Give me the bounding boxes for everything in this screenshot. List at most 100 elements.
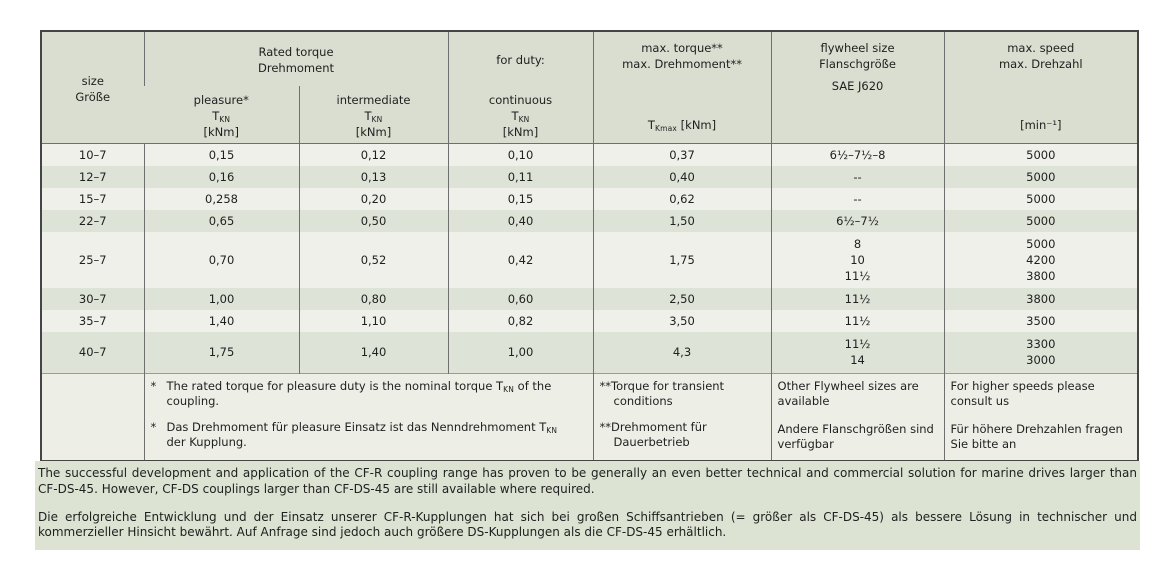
- torque-symbol: TKN: [511, 108, 530, 124]
- table-row: 15–7 0,258 0,20 0,15 0,62 -- 5000: [41, 187, 1139, 210]
- cell-intermediate: 1,10: [298, 309, 449, 332]
- cell-intermediate: 0,20: [298, 187, 449, 210]
- table-row: 30–7 1,00 0,80 0,60 2,50 11½ 3800: [41, 287, 1139, 310]
- cell-flywheel: 11½: [770, 287, 945, 310]
- cell-speed: 5000: [943, 187, 1139, 210]
- cell-flywheel: 8 10 11½: [770, 231, 945, 288]
- flywheel-label-de: Flanschgröße: [819, 57, 896, 71]
- cell-intermediate: 0,12: [298, 143, 449, 166]
- header-row-main: size Größe Rated torque Drehmoment for d…: [41, 31, 1139, 144]
- footnote-cell-flywheel: Other Flywheel sizes are available Ander…: [770, 373, 945, 461]
- cell-size: 25–7: [41, 231, 144, 288]
- cell-speed: 5000: [943, 143, 1139, 166]
- cell-pleasure: 0,15: [143, 143, 299, 166]
- cell-max-torque: 1,50: [592, 209, 772, 232]
- cell-speed: 5000: [943, 165, 1139, 188]
- table-row: 25–7 0,70 0,52 0,42 1,75 8 10 11½ 5000 4…: [41, 231, 1139, 288]
- note-paragraph-de: Die erfolgreiche Entwicklung und der Ein…: [38, 509, 1137, 540]
- footnote-row: * The rated torque for pleasure duty is …: [41, 373, 1139, 461]
- header-row-sub: pleasure* TKN [kNm] intermediate TKN [kN…: [41, 86, 1138, 144]
- cell-continuous: 0,42: [447, 231, 594, 288]
- cell-size: 40–7: [41, 331, 144, 374]
- cell-max-torque: 2,50: [592, 287, 772, 310]
- cell-size: 30–7: [41, 287, 144, 310]
- pleasure-label: pleasure*: [193, 92, 249, 107]
- cell-continuous: 0,11: [447, 165, 594, 188]
- size-label-de: Größe: [75, 89, 111, 104]
- table-row: 35–7 1,40 1,10 0,82 3,50 11½ 3500: [41, 309, 1139, 332]
- coupling-spec-table-wrap: size Größe Rated torque Drehmoment for d…: [40, 30, 1140, 462]
- table-row: 10–7 0,15 0,12 0,10 0,37 6½–7½–8 5000: [41, 143, 1139, 166]
- cell-size: 22–7: [41, 209, 144, 232]
- continuous-label: continuous: [488, 92, 553, 107]
- cell-size: 10–7: [41, 143, 144, 166]
- cell-max-torque: 0,37: [592, 143, 772, 166]
- size-label-en: size: [81, 73, 104, 88]
- torque-unit-label: [kNm]: [203, 124, 239, 139]
- col-header-rated-torque: Rated torque Drehmoment: [143, 31, 449, 86]
- for-duty-label: for duty:: [496, 53, 545, 67]
- torque-symbol: TKN: [364, 108, 383, 124]
- table-row: 40–7 1,75 1,40 1,00 4,3 11½ 14 3300 3000: [41, 331, 1139, 374]
- intermediate-label: intermediate: [336, 92, 411, 107]
- col-subheader-continuous: continuous TKN [kNm]: [447, 86, 594, 144]
- max-speed-label-en: max. speed: [1007, 41, 1075, 55]
- col-header-max-speed: max. speed max. Drehzahl [min⁻¹]: [943, 31, 1139, 144]
- table-row: 22–7 0,65 0,50 0,40 1,50 6½–7½ 5000: [41, 209, 1139, 232]
- max-speed-unit-label: [min⁻¹]: [1020, 118, 1062, 132]
- cell-continuous: 0,15: [447, 187, 594, 210]
- flywheel-label-en: flywheel size: [820, 41, 895, 55]
- max-torque-symbol: TKmax [kNm]: [647, 118, 717, 133]
- flywheel-standard-label: SAE J620: [831, 79, 884, 93]
- cell-speed: 5000: [943, 209, 1139, 232]
- footnote-cell-rated-torque: * The rated torque for pleasure duty is …: [143, 373, 594, 461]
- col-subheader-intermediate: intermediate TKN [kNm]: [298, 86, 449, 144]
- cell-continuous: 0,10: [447, 143, 594, 166]
- cell-pleasure: 1,40: [143, 309, 299, 332]
- footnote-max-torque-en: **Torque for transient conditions: [599, 379, 725, 408]
- cell-flywheel: --: [770, 165, 945, 188]
- table-body: 10–7 0,15 0,12 0,10 0,37 6½–7½–8 5000 12…: [41, 143, 1139, 461]
- cell-intermediate: 0,13: [298, 165, 449, 188]
- cell-continuous: 1,00: [447, 331, 594, 374]
- cell-size: 12–7: [41, 165, 144, 188]
- cell-max-torque: 0,40: [592, 165, 772, 188]
- cell-flywheel: --: [770, 187, 945, 210]
- rated-torque-label-de: Drehmoment: [258, 61, 335, 75]
- cell-max-torque: 3,50: [592, 309, 772, 332]
- cell-flywheel: 11½: [770, 309, 945, 332]
- coupling-spec-table: size Größe Rated torque Drehmoment for d…: [40, 30, 1140, 462]
- cell-speed: 3300 3000: [943, 331, 1139, 374]
- cell-continuous: 0,40: [447, 209, 594, 232]
- cell-pleasure: 0,258: [143, 187, 299, 210]
- cell-size: 35–7: [41, 309, 144, 332]
- note-paragraph-en: The successful development and applicati…: [38, 466, 1137, 496]
- col-header-flywheel: flywheel size Flanschgröße SAE J620: [770, 31, 945, 144]
- table-header: size Größe Rated torque Drehmoment for d…: [41, 31, 1139, 144]
- footnote-max-torque-de: **Drehmoment für Dauerbetrieb: [599, 420, 707, 449]
- col-header-size: size Größe: [41, 31, 144, 144]
- footnote-cell-empty: [41, 373, 144, 461]
- cell-pleasure: 1,00: [143, 287, 299, 310]
- cell-flywheel: 6½–7½–8: [770, 143, 945, 166]
- cell-speed: 5000 4200 3800: [943, 231, 1139, 288]
- col-subheader-pleasure: pleasure* TKN [kNm]: [144, 86, 299, 144]
- cell-intermediate: 0,80: [298, 287, 449, 310]
- cell-flywheel: 11½ 14: [770, 331, 945, 374]
- max-torque-label-de: max. Drehmoment**: [622, 57, 742, 71]
- footnote-cell-max-speed: For higher speeds please consult us Für …: [943, 373, 1139, 461]
- table-row: 12–7 0,16 0,13 0,11 0,40 -- 5000: [41, 165, 1139, 188]
- notes-block: The successful development and applicati…: [35, 461, 1140, 551]
- cell-size: 15–7: [41, 187, 144, 210]
- cell-intermediate: 1,40: [298, 331, 449, 374]
- cell-flywheel: 6½–7½: [770, 209, 945, 232]
- max-torque-label-en: max. torque**: [641, 41, 723, 55]
- footnote-rated-en: * The rated torque for pleasure duty is …: [150, 379, 552, 408]
- cell-pleasure: 0,65: [143, 209, 299, 232]
- cell-max-torque: 0,62: [592, 187, 772, 210]
- cell-max-torque: 4,3: [592, 331, 772, 374]
- col-header-max-torque: max. torque** max. Drehmoment** TKmax [k…: [592, 31, 772, 144]
- cell-pleasure: 0,70: [143, 231, 299, 288]
- cell-continuous: 0,60: [447, 287, 594, 310]
